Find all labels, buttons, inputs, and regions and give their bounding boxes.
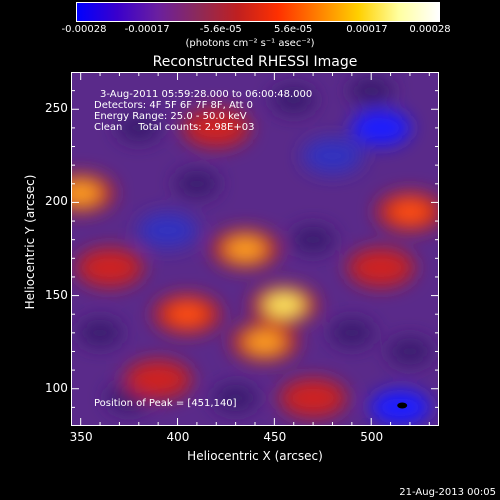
colorbar-unit-label: (photons cm⁻² s⁻¹ asec⁻²) [185, 38, 315, 49]
annotation-clean: Clean Total counts: 2.98E+03 [94, 122, 255, 133]
heatmap-bright-region [71, 181, 101, 206]
heatmap-texture-patch [387, 337, 432, 366]
heatmap-bright-region [293, 386, 334, 411]
heatmap-texture-patch [271, 85, 316, 114]
heatmap-bright-region [225, 237, 266, 261]
heatmap-bright-region [89, 255, 130, 280]
heatmap-minimum-core [397, 402, 408, 409]
colorbar-tick-label: -0.00017 [124, 24, 170, 35]
heatmap-dim-region [137, 212, 198, 249]
y-tick-label: 200 [45, 194, 68, 209]
colorbar-tick-label: 0.00028 [409, 24, 451, 35]
footer-date: 21-Aug-2013 00:05 [399, 487, 496, 498]
colorbar-tick-label: 0.00017 [346, 24, 388, 35]
heatmap-texture-patch [329, 318, 374, 347]
heatmap-texture-patch [174, 169, 219, 198]
x-tick-label: 500 [360, 430, 384, 444]
colorbar-tick-label: -0.00028 [61, 24, 107, 35]
heatmap-bright-region [138, 367, 179, 392]
y-tick-label: 250 [45, 101, 68, 116]
y-axis-label: Heliocentric Y (arcsec) [23, 174, 37, 310]
heatmap-bright-region [389, 199, 430, 224]
heatmap-texture-patch [291, 225, 336, 254]
heatmap-bright-region [360, 255, 401, 280]
heatmap-bright-region [244, 330, 285, 355]
annotation-detectors: Detectors: 4F 5F 6F 7F 8F, Att 0 [94, 100, 254, 111]
heatmap-texture-patch [116, 113, 161, 142]
heatmap-texture-patch [349, 76, 394, 105]
heatmap-bright-region [264, 292, 305, 317]
plot-area [71, 72, 439, 426]
annotation-energy: Energy Range: 25.0 - 50.0 keV [94, 111, 247, 122]
colorbar-tick-label: 5.6e-05 [273, 24, 313, 35]
annotation-peak: Position of Peak = [451,140] [94, 398, 237, 409]
x-tick-label: 450 [263, 430, 287, 444]
heatmap-dim-region [302, 137, 363, 174]
heatmap-bright-region [167, 302, 208, 327]
x-axis-label: Heliocentric X (arcsec) [187, 449, 323, 463]
heatmap-texture-patch [78, 318, 123, 347]
colorbar-tick-label: -5.6e-05 [199, 24, 242, 35]
heatmap-texture-patch [213, 384, 258, 413]
heatmap-bright-region [196, 115, 237, 140]
heatmap-dim-region [350, 109, 411, 146]
y-tick-label: 150 [45, 287, 68, 302]
chart-title: Reconstructed RHESSI Image [152, 54, 358, 70]
x-tick-label: 350 [69, 430, 93, 444]
x-tick-label: 400 [166, 430, 190, 444]
annotation-time-range: 3-Aug-2011 05:59:28.000 to 06:00:48.000 [100, 89, 313, 100]
y-tick-label: 100 [45, 380, 68, 395]
colorbar [76, 2, 440, 22]
colorbar-gradient [77, 3, 439, 21]
